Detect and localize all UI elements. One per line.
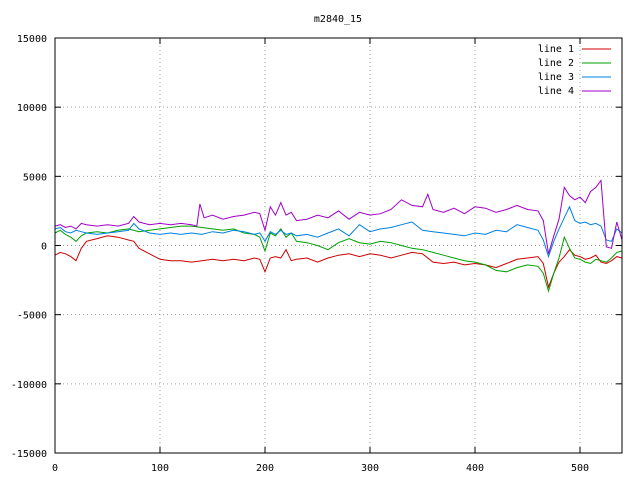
y-tick-label: 5000 xyxy=(23,172,47,183)
legend-label-3: line 3 xyxy=(538,72,574,83)
y-tick-label: -10000 xyxy=(11,380,47,391)
legend: line 1 line 2 line 3 line 4 xyxy=(538,44,611,97)
y-tick-label: 15000 xyxy=(17,34,47,45)
chart-title: m2840_15 xyxy=(314,14,362,25)
series-line-3 xyxy=(54,205,623,259)
legend-label-4: line 4 xyxy=(538,86,574,97)
x-tick-label: 400 xyxy=(466,463,484,474)
x-tick-label: 0 xyxy=(52,463,58,474)
legend-label-2: line 2 xyxy=(538,58,574,69)
axis-ticks: 0 100 200 300 400 500 -15000 -10000 -5000 0 5000 10… xyxy=(11,34,622,474)
y-tick-label: 10000 xyxy=(17,103,47,114)
grid xyxy=(55,38,622,453)
series-group xyxy=(54,179,623,293)
series-line-1 xyxy=(54,235,623,289)
x-tick-label: 100 xyxy=(151,463,169,474)
y-tick-label: 0 xyxy=(41,242,47,253)
x-tick-label: 500 xyxy=(571,463,589,474)
x-tick-label: 300 xyxy=(361,463,379,474)
y-tick-label: -5000 xyxy=(17,311,47,322)
series-line-4 xyxy=(54,179,623,254)
legend-label-1: line 1 xyxy=(538,44,574,55)
y-tick-label: -15000 xyxy=(11,449,47,460)
series-line-2 xyxy=(54,225,623,293)
x-tick-label: 200 xyxy=(256,463,274,474)
plot-frame xyxy=(54,37,623,454)
